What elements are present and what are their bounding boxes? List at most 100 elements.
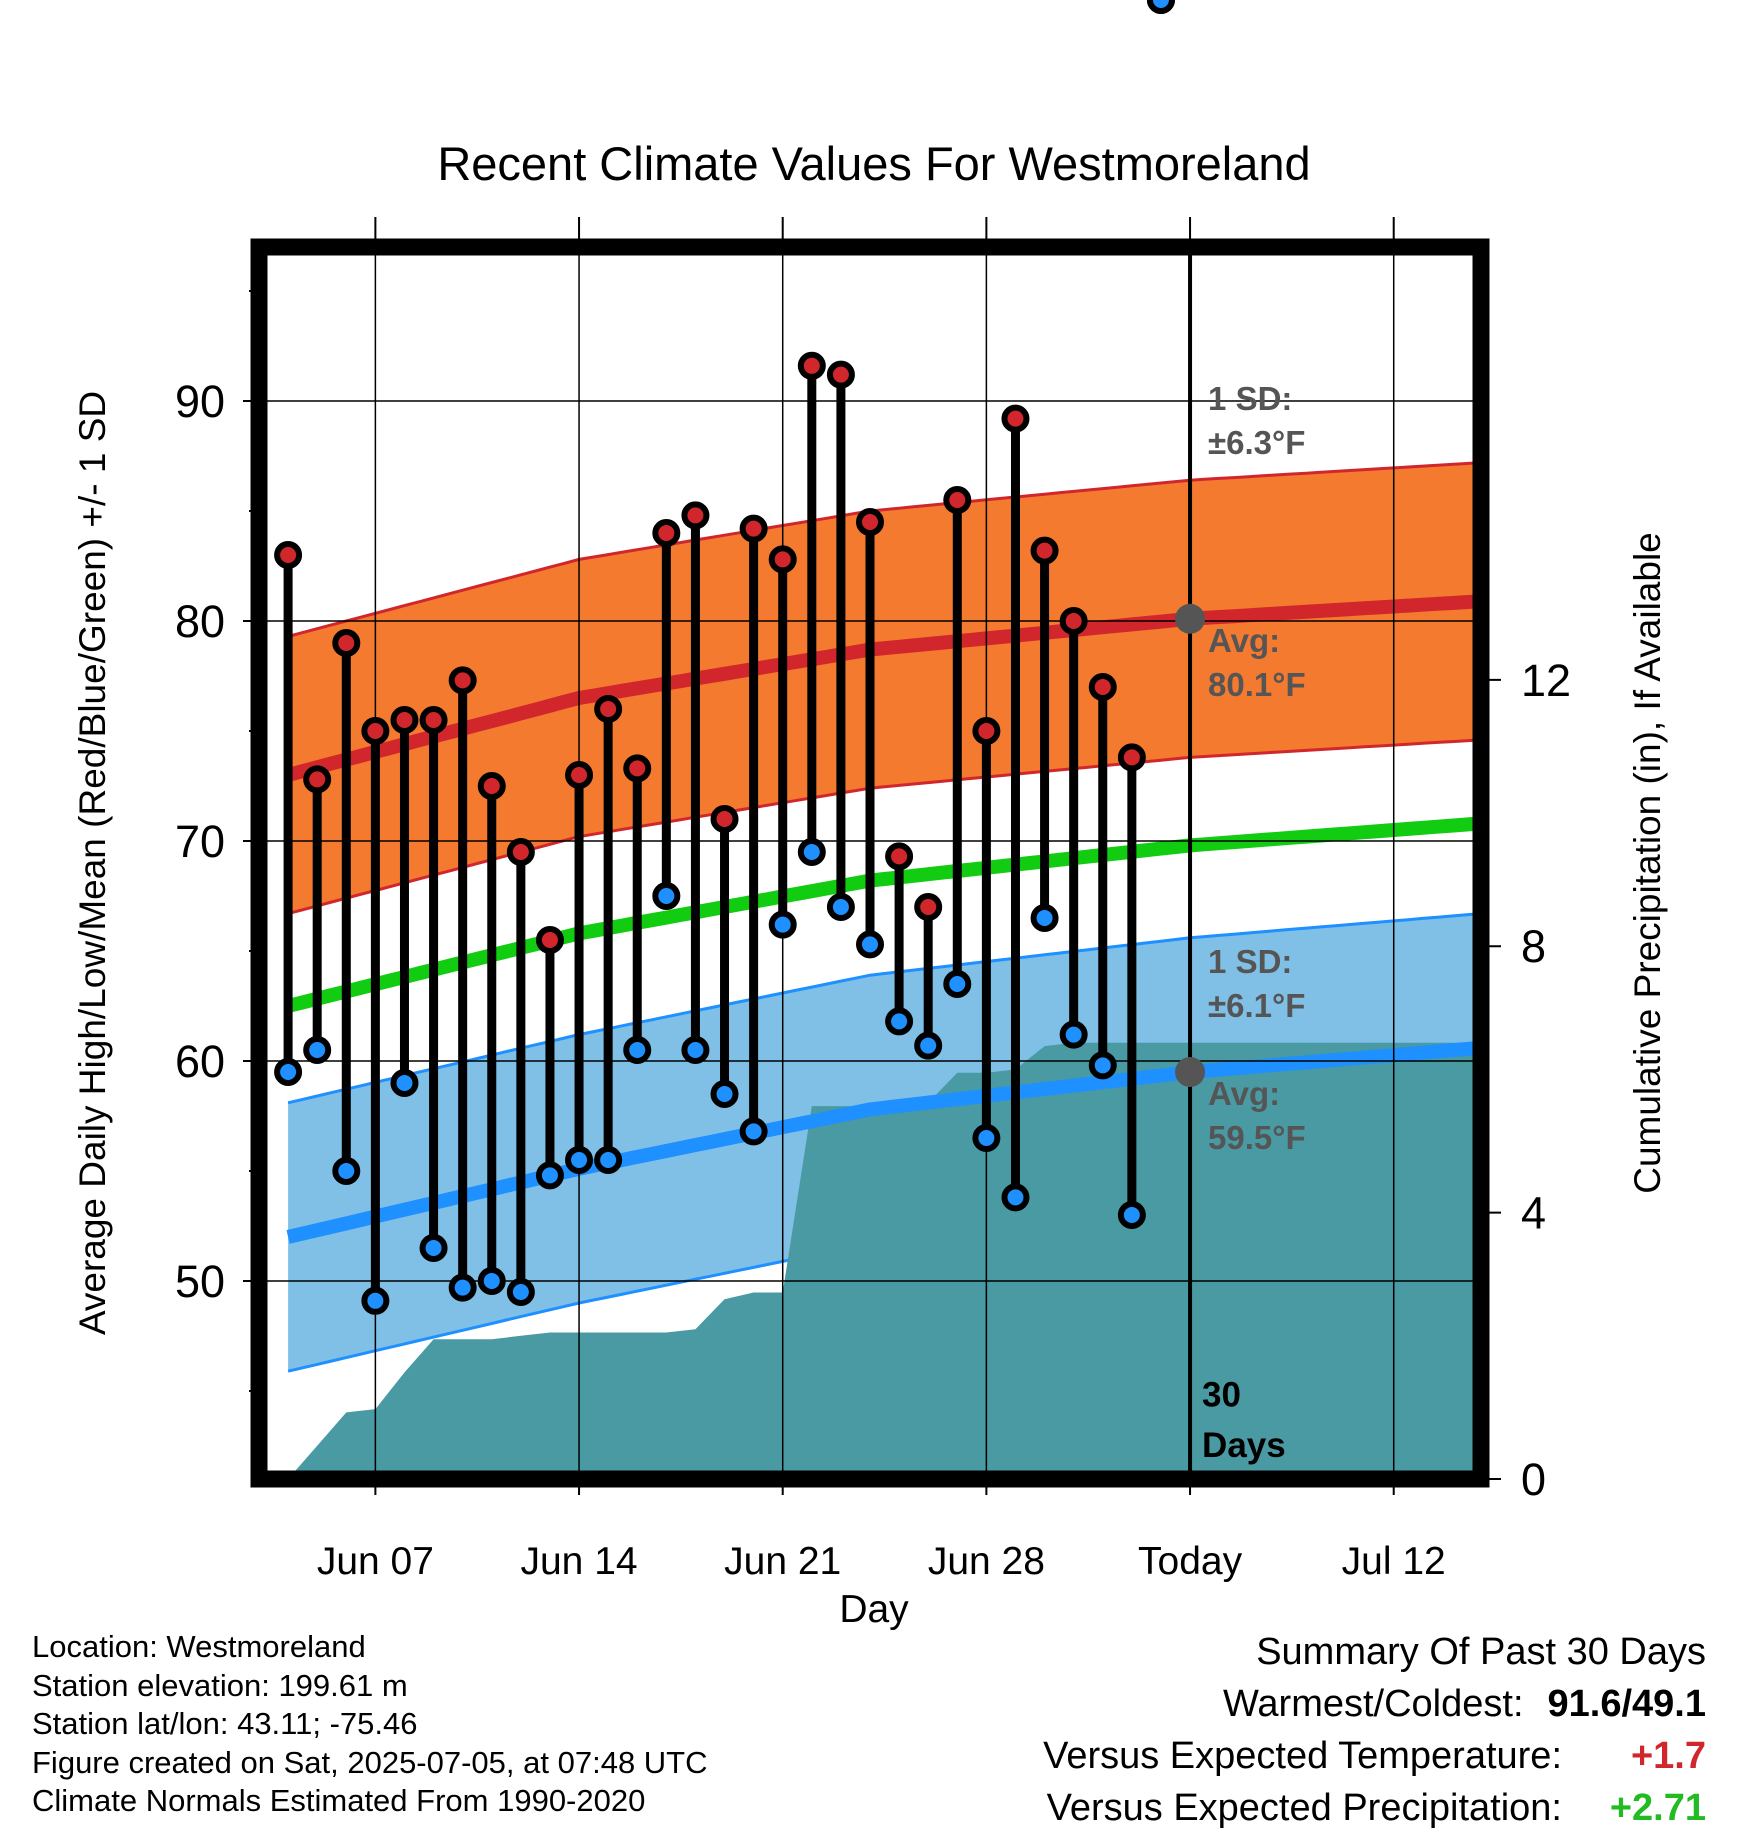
observed-high-point <box>914 893 943 921</box>
high-sd-label: 1 SD: <box>1208 380 1292 417</box>
observed-low-point <box>885 1007 914 1036</box>
observed-high-point <box>739 514 768 543</box>
y2-axis-label: Cumulative Precipitation (in), If Availa… <box>1627 532 1668 1194</box>
observed-low-point <box>1030 904 1059 932</box>
high-sd-band <box>288 462 1482 914</box>
low-sd-label: 1 SD: <box>1208 943 1292 980</box>
low-avg-value: 59.5°F <box>1208 1119 1306 1156</box>
observed-low-point <box>594 1146 623 1174</box>
observed-high-point <box>797 351 826 380</box>
observed-low-point <box>506 1278 535 1306</box>
observed-low-point <box>361 1286 390 1315</box>
observed-low-point <box>972 1124 1001 1152</box>
observed-low-point <box>448 1273 477 1302</box>
y2-tick-label: 12 <box>1521 655 1571 706</box>
high-sd-lower-edge <box>287 738 1482 916</box>
axes: 50 60 70 80 90 0 4 8 12 Jun 07 Jun 14 Jun 21 Jun 28 T… <box>175 217 1571 1583</box>
high-sd-upper-edge <box>287 461 1482 638</box>
x-tick-label: Jun 14 <box>520 1540 637 1583</box>
today-high-normal-marker <box>1175 603 1206 634</box>
observed-low-point <box>477 1267 506 1295</box>
summary-warmest-row: Warmest/Coldest: 91.6/49.1 <box>1043 1678 1706 1730</box>
normal-mean-line <box>286 816 1482 1013</box>
high-avg-value: 80.1°F <box>1208 666 1306 703</box>
plot-frame <box>250 238 1490 1488</box>
observed-low-point <box>1001 1183 1030 1212</box>
y2-tick-label: 4 <box>1521 1188 1546 1239</box>
observed-high-point <box>652 519 681 547</box>
x-tick-label: Jun 21 <box>724 1540 841 1583</box>
observed-high-point <box>943 486 972 514</box>
x-tick-label: Jun 07 <box>317 1540 434 1583</box>
observed-low-point <box>1117 1201 1146 1229</box>
observed-high-point <box>681 501 710 530</box>
observed-high-point <box>623 754 652 783</box>
observed-low-point <box>623 1036 652 1064</box>
observed-low-point <box>535 1161 564 1190</box>
precip-area <box>288 1042 1482 1479</box>
high-sd-value: ±6.3°F <box>1208 424 1305 461</box>
created-text: Figure created on Sat, 2025-07-05, at 07… <box>32 1744 708 1780</box>
temp-deviation-label: Versus Expected Temperature: <box>1043 1735 1562 1777</box>
observed-high-point <box>477 772 506 800</box>
y2-tick-label: 8 <box>1521 921 1546 972</box>
x-axis-label: Day <box>839 1588 909 1631</box>
days-count-number: 30 <box>1202 1375 1241 1414</box>
observed-high-point <box>448 666 477 695</box>
observed-high-point <box>710 805 739 833</box>
observed-high-point <box>885 842 914 871</box>
warmest-label: Warmest/Coldest: <box>1222 1683 1524 1725</box>
observed-high-point <box>1030 536 1059 565</box>
normals-text: Climate Normals Estimated From 1990-2020 <box>32 1783 646 1818</box>
observed-high-point <box>361 717 390 745</box>
summary-panel: Summary Of Past 30 Days Warmest/Coldest:… <box>1043 1626 1706 1834</box>
temp-deviation-value: +1.7 <box>1630 1735 1706 1777</box>
chart-title: Recent Climate Values For Westmoreland <box>437 137 1310 190</box>
observed-high-point <box>535 926 564 954</box>
observed-high-point <box>419 706 448 734</box>
observed-high-point <box>1059 607 1088 635</box>
normal-high-line <box>286 594 1482 782</box>
observed-high-point <box>506 838 535 866</box>
observed-high-point <box>826 360 855 389</box>
days-count-word: Days <box>1202 1426 1286 1465</box>
station-info: Location: Westmoreland Station elevation… <box>32 1628 708 1821</box>
observed-high-point <box>565 761 594 789</box>
observed-high-point <box>768 545 797 574</box>
observed-high-point <box>972 717 1001 745</box>
y-tick-label: 50 <box>175 1256 225 1307</box>
observed-low-point <box>1146 0 1175 14</box>
elevation-text: Station elevation: 199.61 m <box>32 1667 408 1703</box>
observed-high-point <box>1117 743 1146 772</box>
normal-low-line <box>286 1040 1482 1244</box>
observed-low-point <box>826 893 855 921</box>
observed-high-point <box>303 765 332 794</box>
summary-title: Summary Of Past 30 Days <box>1256 1631 1706 1673</box>
y-tick-label: 60 <box>175 1036 225 1087</box>
y-tick-label: 80 <box>175 596 225 647</box>
low-sd-value: ±6.1°F <box>1208 987 1305 1024</box>
observed-high-point <box>332 629 361 657</box>
x-tick-label: Jun 28 <box>928 1540 1045 1583</box>
observed-high-point <box>1088 673 1117 701</box>
observed-high-point <box>856 508 884 536</box>
observed-high-point <box>274 541 303 569</box>
today-low-normal-marker <box>1175 1057 1206 1087</box>
low-sd-upper-edge <box>287 912 1482 1105</box>
summary-temp-row: Versus Expected Temperature: +1.7 <box>1043 1730 1706 1782</box>
y-axis-label: Average Daily High/Low/Mean (Red/Blue/Gr… <box>72 391 113 1335</box>
observed-low-point <box>797 838 826 866</box>
observed-low-point <box>1059 1020 1088 1049</box>
observed-low-point <box>332 1157 361 1185</box>
location-text: Location: Westmoreland <box>32 1629 366 1664</box>
observed-low-point <box>768 910 797 939</box>
observed-low-point <box>419 1234 448 1262</box>
latlon-text: Station lat/lon: 43.11; -75.46 <box>32 1706 418 1741</box>
summary-precip-row: Versus Expected Precipitation: +2.71 <box>1043 1782 1706 1834</box>
low-avg-label: Avg: <box>1208 1075 1280 1112</box>
y2-tick-label: 0 <box>1521 1454 1546 1505</box>
observed-low-point <box>943 970 972 998</box>
observed-low-point <box>681 1036 710 1064</box>
warmest-value: 91.6/49.1 <box>1547 1683 1706 1725</box>
